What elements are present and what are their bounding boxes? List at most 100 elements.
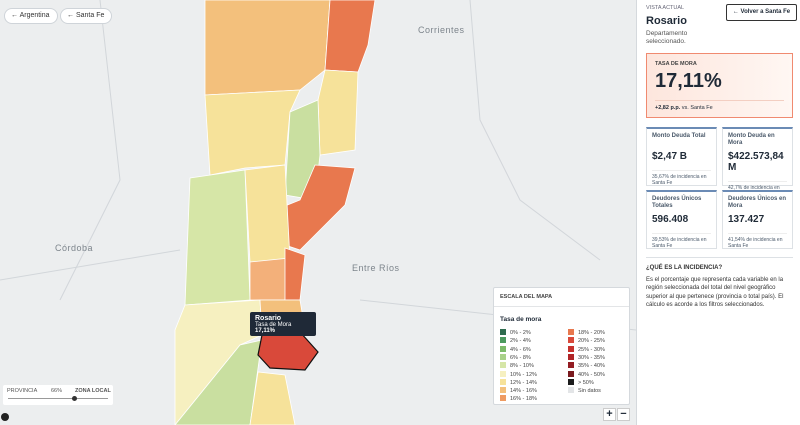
panel-kicker: VISTA ACTUAL	[646, 5, 685, 11]
info-icon[interactable]	[1, 413, 9, 421]
stat-value: $2,47 B	[652, 151, 688, 162]
legend-swatch	[568, 345, 574, 352]
department[interactable]	[249, 371, 296, 425]
legend-label: 8% - 10%	[510, 363, 534, 370]
legend-title[interactable]: ESCALA DEL MAPA	[494, 288, 629, 307]
slider[interactable]: PROVINCIA 66% ZONA LOCAL	[3, 385, 113, 405]
zoom-out[interactable]: −	[617, 408, 630, 421]
side-panel: VISTA ACTUAL Rosario Departamento selecc…	[636, 0, 800, 425]
legend-item: > 50%	[568, 378, 594, 387]
legend-item: 35% - 40%	[568, 362, 605, 370]
map-canvas	[0, 0, 636, 425]
place-label: Córdoba	[55, 243, 94, 253]
legend-label: 14% - 16%	[510, 388, 537, 395]
department[interactable]	[324, 0, 376, 73]
legend-swatch	[500, 337, 506, 344]
breadcrumb-button[interactable]: ← Santa Fe	[60, 8, 113, 24]
back-label: Volver a Santa Fe	[740, 9, 791, 15]
legend-item: 30% - 35%	[568, 353, 605, 362]
department[interactable]	[317, 69, 359, 156]
place-label: Entre Ríos	[352, 263, 400, 273]
legend-swatch	[500, 353, 506, 360]
legend-item: 16% - 18%	[500, 395, 537, 403]
hero-delta-ref: vs. Santa Fe	[681, 105, 713, 111]
map[interactable]: ← Argentina ← Santa Fe Corrientes Entre …	[0, 0, 636, 425]
stat-card: Deudores Únicos en Mora 137.427 41,54% de …	[722, 190, 793, 249]
legend-item: 0% - 2%	[500, 329, 531, 337]
department[interactable]	[249, 257, 291, 301]
department[interactable]	[204, 0, 331, 96]
tooltip: Rosario Tasa de Mora 17,11%	[250, 312, 316, 336]
legend-swatch	[568, 387, 574, 394]
legend-swatch	[500, 362, 506, 369]
legend-item: 20% - 25%	[568, 337, 605, 345]
slider-left-label: PROVINCIA	[7, 388, 38, 394]
info-title: ¿QUÉ ES LA INCIDENCIA?	[646, 265, 723, 271]
slider-value: 66%	[51, 388, 63, 394]
tooltip-value: 17,11%	[255, 328, 276, 334]
hero-card: TASA DE MORA 17,11% +2,82 p.p. vs. Santa…	[646, 53, 793, 118]
stat-title: Deudores Únicos Totales	[652, 196, 702, 209]
legend-item: Sin datos	[568, 387, 601, 395]
selected-department[interactable]	[257, 331, 319, 371]
stat-note: 39,53% de incidencia en Santa Fe	[652, 233, 711, 249]
stat-card: Monto Deuda Total $2,47 B 35,67% de incide…	[646, 127, 717, 186]
legend-item: 40% - 50%	[568, 370, 605, 379]
legend-item: 14% - 16%	[500, 387, 537, 395]
breadcrumb-label: Santa Fe	[75, 12, 105, 19]
legend-swatch	[500, 329, 506, 335]
legend-swatch	[568, 337, 574, 344]
legend-label: 25% - 30%	[578, 346, 605, 353]
legend-item: 6% - 8%	[500, 353, 531, 362]
breadcrumb-label: Argentina	[19, 12, 50, 19]
department[interactable]	[184, 169, 251, 306]
legend-item: 10% - 12%	[500, 370, 537, 379]
stat-title: Monto Deuda en Mora	[728, 133, 775, 146]
legend-swatch	[500, 387, 506, 394]
legend-label: > 50%	[578, 379, 594, 386]
stat-value: 596.408	[652, 214, 689, 225]
tooltip-label: Tasa de Mora	[255, 322, 292, 328]
legend-label: 0% - 2%	[510, 330, 531, 336]
legend-item: 2% - 4%	[500, 337, 531, 345]
legend-swatch	[500, 345, 506, 352]
hero-delta: +2,82 p.p.	[655, 105, 681, 111]
legend-item: 8% - 10%	[500, 362, 534, 370]
stat-card: Monto Deuda en Mora $422.573,84 M 42,7% de…	[722, 127, 793, 197]
legend-label: 16% - 18%	[510, 396, 537, 403]
legend-item: 25% - 30%	[568, 345, 605, 354]
place-label: Corrientes	[418, 25, 465, 35]
legend-label: 4% - 6%	[510, 346, 531, 353]
legend-label: 35% - 40%	[578, 363, 605, 370]
legend-label: 10% - 12%	[510, 371, 537, 378]
stat-note: 35,67% de incidencia en Santa Fe	[652, 170, 711, 186]
breadcrumb-button[interactable]: ← Argentina	[4, 8, 58, 24]
panel-title: Rosario	[646, 15, 687, 27]
departments	[174, 0, 376, 425]
stat-card: Deudores Únicos Totales 596.408 39,53% de …	[646, 190, 717, 249]
slider-thumb[interactable]	[72, 396, 77, 401]
tooltip-title: Rosario	[255, 315, 282, 322]
legend-label: 2% - 4%	[510, 338, 531, 345]
info-text: Es el porcentaje que representa cada var…	[646, 277, 784, 308]
legend-label: 20% - 25%	[578, 338, 605, 345]
zoom-in[interactable]: +	[603, 408, 616, 421]
department[interactable]	[284, 247, 306, 301]
legend-label: 12% - 14%	[510, 379, 537, 386]
back-button[interactable]: ← Volver a Santa Fe	[726, 4, 797, 21]
legend-label: 30% - 35%	[578, 354, 605, 361]
panel-subtitle: Departamento seleccionado.	[646, 30, 688, 45]
slider-track	[8, 398, 108, 399]
slider-right-label: ZONA LOCAL	[75, 388, 111, 394]
legend-swatch	[568, 362, 574, 369]
legend-swatch	[568, 353, 574, 360]
legend-label: 6% - 8%	[510, 354, 531, 361]
department[interactable]	[244, 164, 291, 263]
stat-value: $422.573,84 M	[728, 151, 784, 173]
department[interactable]	[204, 89, 301, 176]
legend-label: 40% - 50%	[578, 371, 605, 378]
legend-swatch	[568, 370, 574, 377]
stat-value: 137.427	[728, 214, 765, 225]
legend-label: Sin datos	[578, 388, 601, 395]
department[interactable]	[274, 164, 356, 251]
